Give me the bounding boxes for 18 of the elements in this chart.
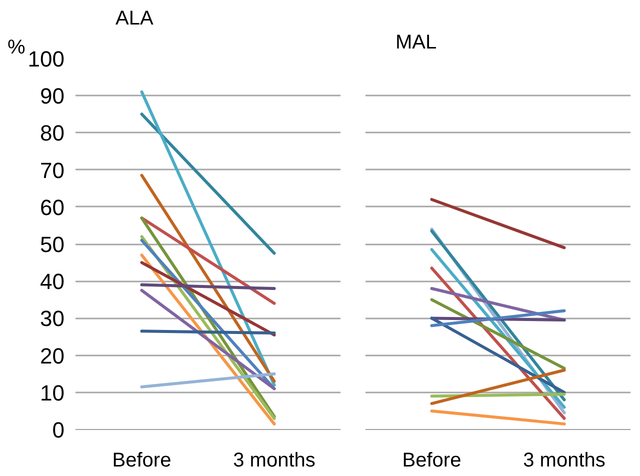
- y-tick-label: 20: [40, 343, 65, 368]
- y-tick-label: 80: [40, 120, 65, 146]
- y-tick-label: 100: [28, 46, 65, 72]
- x-tick-label: 3 months: [523, 450, 606, 472]
- y-tick-label: 70: [40, 158, 65, 183]
- x-tick-label: 3 months: [233, 450, 316, 472]
- y-tick-label: 60: [40, 194, 65, 220]
- y-tick-label: 10: [40, 380, 65, 406]
- chart-title: ALA: [116, 8, 154, 30]
- y-tick-label: 90: [40, 84, 65, 109]
- y-axis-title: %: [8, 36, 26, 58]
- y-tick-label: 30: [40, 306, 65, 332]
- y-tick-label: 40: [40, 269, 65, 294]
- x-tick-label: Before: [112, 450, 172, 472]
- y-tick-label: 0: [52, 418, 65, 442]
- x-tick-label: Before: [402, 450, 462, 472]
- chart-title: MAL: [396, 32, 437, 54]
- y-tick-label: 50: [40, 232, 65, 257]
